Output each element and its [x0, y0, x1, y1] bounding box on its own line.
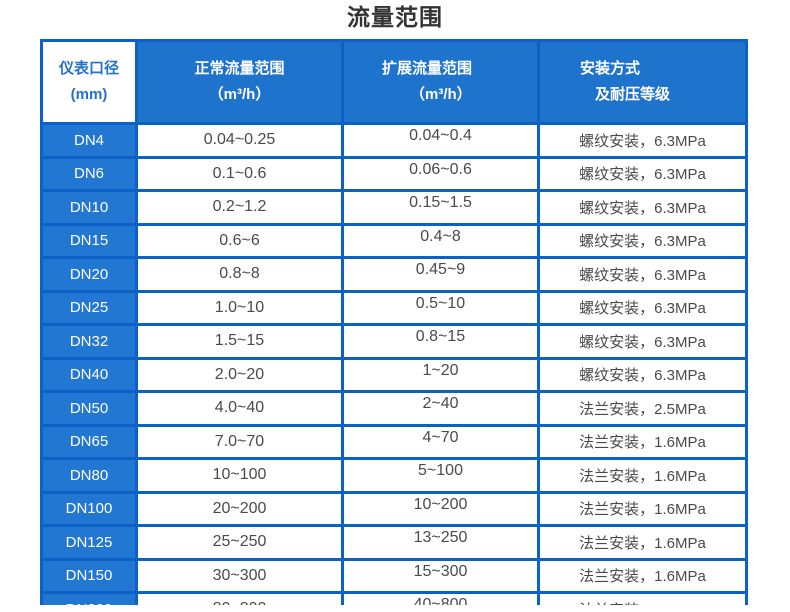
diameter-cell: DN65	[43, 426, 135, 457]
installation-cell: 法兰安装，1.6MPa	[540, 560, 745, 591]
installation-cell: 螺纹安装，6.3MPa	[540, 158, 745, 189]
extended-range-cell: 1~20	[344, 359, 537, 390]
diameter-cell: DN32	[43, 326, 135, 357]
table-row: DN32 1.5~15 0.8~15 螺纹安装，6.3MPa	[43, 326, 745, 357]
normal-range-cell: 1.5~15	[138, 326, 341, 357]
installation-cell: 螺纹安装，6.3MPa	[540, 259, 745, 290]
diameter-cell: DN150	[43, 560, 135, 591]
table-header: 仪表口径 (mm) 正常流量范围 （m³/h） 扩展流量范围 （m³/h） 安装…	[43, 42, 745, 122]
normal-range-cell: 7.0~70	[138, 426, 341, 457]
extended-range-cell: 0.06~0.6	[344, 158, 537, 189]
diameter-cell: DN20	[43, 259, 135, 290]
table-row: DN150 30~300 15~300 法兰安装，1.6MPa	[43, 560, 745, 591]
extended-range-cell: 0.15~1.5	[344, 192, 537, 223]
flow-range-table: 仪表口径 (mm) 正常流量范围 （m³/h） 扩展流量范围 （m³/h） 安装…	[40, 39, 748, 605]
extended-range-cell: 13~250	[344, 527, 537, 558]
diameter-cell: DN125	[43, 527, 135, 558]
extended-range-cell: 0.5~10	[344, 292, 537, 323]
normal-range-cell: 1.0~10	[138, 292, 341, 323]
extended-range-cell: 0.45~9	[344, 259, 537, 290]
extended-range-cell: 2~40	[344, 393, 537, 424]
installation-cell: 法兰安装，1.6MPa	[540, 426, 745, 457]
page-title: 流量范围	[347, 4, 443, 30]
normal-range-cell: 2.0~20	[138, 359, 341, 390]
header-extended-range: 扩展流量范围 （m³/h）	[344, 42, 537, 122]
table-body: DN4 0.04~0.25 0.04~0.4 螺纹安装，6.3MPa DN6 0…	[43, 125, 745, 605]
extended-range-cell: 0.8~15	[344, 326, 537, 357]
installation-cell: 螺纹安装，6.3MPa	[540, 192, 745, 223]
table-row: DN20 0.8~8 0.45~9 螺纹安装，6.3MPa	[43, 259, 745, 290]
extended-range-cell: 0.4~8	[344, 225, 537, 256]
normal-range-cell: 20~200	[138, 493, 341, 524]
header-normal-range-line2: （m³/h）	[208, 86, 271, 103]
table-row: DN125 25~250 13~250 法兰安装，1.6MPa	[43, 527, 745, 558]
normal-range-cell: 25~250	[138, 527, 341, 558]
header-normal-range-line1: 正常流量范围	[194, 60, 285, 77]
installation-cell: 法兰安装，1.6MPa	[540, 493, 745, 524]
diameter-cell: DN80	[43, 460, 135, 491]
extended-range-cell: 40~800	[344, 594, 537, 605]
installation-cell: 法兰安装，1.6MPa	[540, 527, 745, 558]
header-row: 仪表口径 (mm) 正常流量范围 （m³/h） 扩展流量范围 （m³/h） 安装…	[43, 42, 745, 122]
extended-range-cell: 0.04~0.4	[344, 125, 537, 156]
installation-cell: 法兰安装，2.5MPa	[540, 393, 745, 424]
normal-range-cell: 0.8~8	[138, 259, 341, 290]
header-extended-range-line2: （m³/h）	[410, 86, 472, 103]
header-extended-range-line1: 扩展流量范围	[382, 60, 473, 77]
header-diameter: 仪表口径 (mm)	[43, 42, 135, 122]
table-row: DN6 0.1~0.6 0.06~0.6 螺纹安装，6.3MPa	[43, 158, 745, 189]
extended-range-cell: 15~300	[344, 560, 537, 591]
diameter-cell: DN10	[43, 192, 135, 223]
header-installation-line1: 安装方式	[580, 60, 641, 77]
diameter-cell: DN15	[43, 225, 135, 256]
table-container: 仪表口径 (mm) 正常流量范围 （m³/h） 扩展流量范围 （m³/h） 安装…	[40, 39, 748, 605]
diameter-cell: DN40	[43, 359, 135, 390]
normal-range-cell: 10~100	[138, 460, 341, 491]
extended-range-cell: 10~200	[344, 493, 537, 524]
installation-cell: 螺纹安装，6.3MPa	[540, 359, 745, 390]
table-row: DN25 1.0~10 0.5~10 螺纹安装，6.3MPa	[43, 292, 745, 323]
extended-range-cell: 5~100	[344, 460, 537, 491]
header-normal-range: 正常流量范围 （m³/h）	[138, 42, 341, 122]
installation-cell: 法兰安装，1.6MPa	[540, 460, 745, 491]
table-row: DN10 0.2~1.2 0.15~1.5 螺纹安装，6.3MPa	[43, 192, 745, 223]
normal-range-cell: 30~300	[138, 560, 341, 591]
installation-cell: 螺纹安装，6.3MPa	[540, 225, 745, 256]
header-diameter-line1: 仪表口径	[58, 60, 119, 77]
installation-cell: 螺纹安装，6.3MPa	[540, 326, 745, 357]
normal-range-cell: 0.04~0.25	[138, 125, 341, 156]
table-row: DN40 2.0~20 1~20 螺纹安装，6.3MPa	[43, 359, 745, 390]
installation-cell: 法兰安装，1.6MPa	[540, 594, 745, 605]
normal-range-cell: 4.0~40	[138, 393, 341, 424]
extended-range-cell: 4~70	[344, 426, 537, 457]
table-row: DN50 4.0~40 2~40 法兰安装，2.5MPa	[43, 393, 745, 424]
installation-cell: 螺纹安装，6.3MPa	[540, 292, 745, 323]
normal-range-cell: 0.2~1.2	[138, 192, 341, 223]
normal-range-cell: 0.6~6	[138, 225, 341, 256]
normal-range-cell: 80~800	[138, 594, 341, 605]
table-row: DN4 0.04~0.25 0.04~0.4 螺纹安装，6.3MPa	[43, 125, 745, 156]
header-installation: 安装方式 及耐压等级	[540, 42, 745, 122]
diameter-cell: DN4	[43, 125, 135, 156]
header-installation-line2: 及耐压等级	[595, 86, 671, 103]
table-row: DN100 20~200 10~200 法兰安装，1.6MPa	[43, 493, 745, 524]
normal-range-cell: 0.1~0.6	[138, 158, 341, 189]
diameter-cell: DN50	[43, 393, 135, 424]
header-diameter-line2: (mm)	[70, 86, 108, 103]
diameter-cell: DN25	[43, 292, 135, 323]
table-row: DN80 10~100 5~100 法兰安装，1.6MPa	[43, 460, 745, 491]
diameter-cell: DN100	[43, 493, 135, 524]
table-row: DN65 7.0~70 4~70 法兰安装，1.6MPa	[43, 426, 745, 457]
installation-cell: 螺纹安装，6.3MPa	[540, 125, 745, 156]
diameter-cell: DN6	[43, 158, 135, 189]
table-row: DN15 0.6~6 0.4~8 螺纹安装，6.3MPa	[43, 225, 745, 256]
